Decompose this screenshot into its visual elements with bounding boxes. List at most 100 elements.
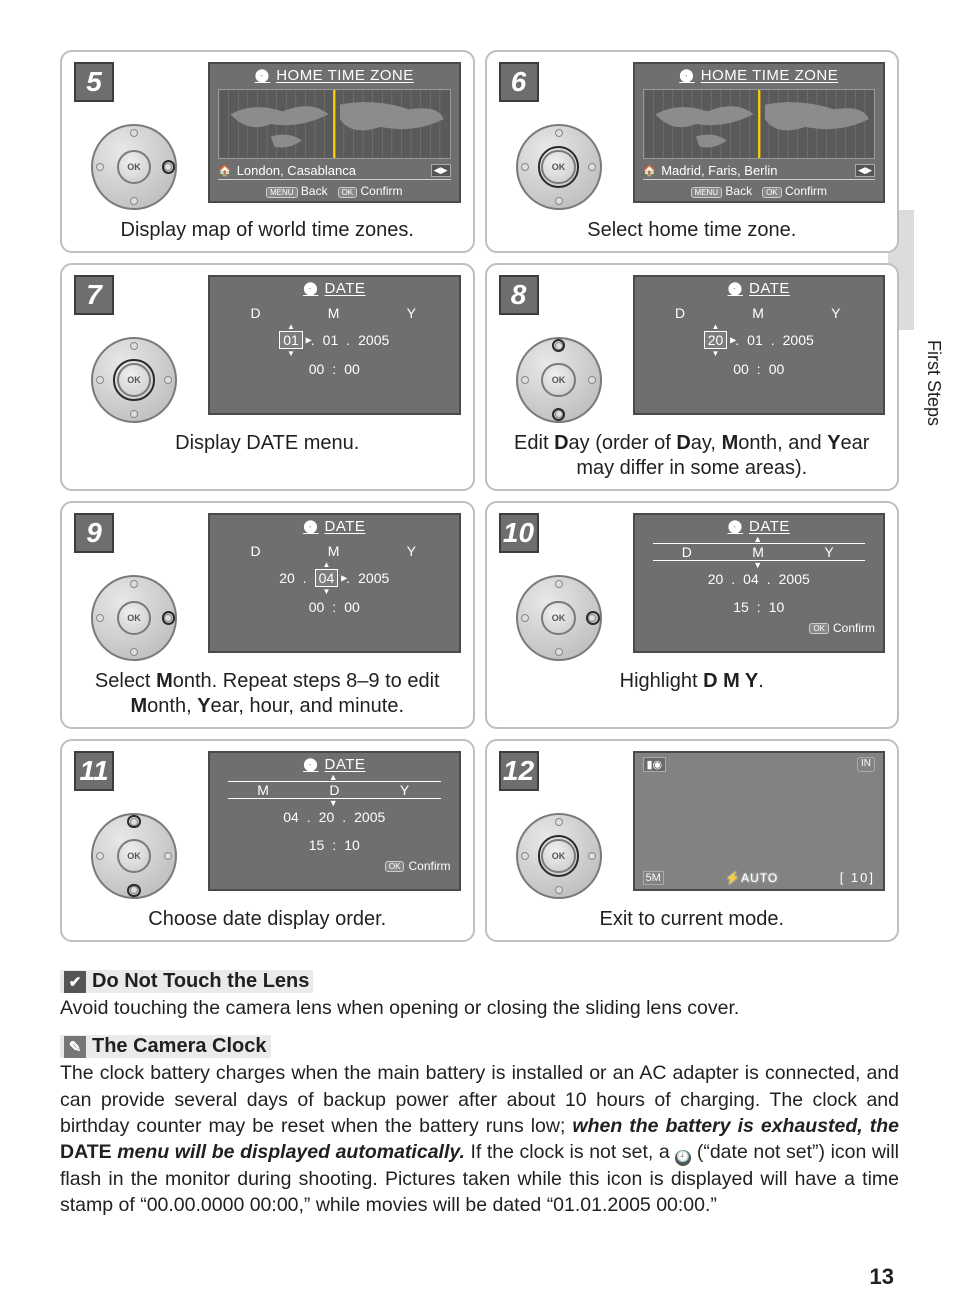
note-1-body: Avoid touching the camera lens when open…	[60, 995, 899, 1021]
step-6: 6 OK HOME TIME ZONE 🏠 Madrid, Faris, Ber…	[485, 50, 900, 253]
date-row: 04.20.2005	[218, 809, 451, 825]
time-row: 00:00	[218, 361, 451, 377]
clock-icon	[679, 67, 694, 84]
step-8: 8 OK DATE DMY ▲20▼▶.01.2005 00:00 Edit D…	[485, 263, 900, 491]
multi-selector-dial: OK	[516, 813, 602, 899]
step-number: 7	[74, 275, 114, 315]
confirm-row: OK Confirm	[210, 857, 459, 876]
lcd-screen: DATE DMY ▲20▼▶.01.2005 00:00	[633, 275, 886, 415]
step-number: 5	[74, 62, 114, 102]
dmy-header: DMY	[643, 305, 876, 321]
step-5: 5 OK HOME TIME ZONE 🏠 London, Casablanca…	[60, 50, 475, 253]
dmy-header: DMY	[218, 305, 451, 321]
city-row: 🏠 London, Casablanca ◀▶	[218, 163, 451, 180]
lcd-screen: HOME TIME ZONE 🏠 Madrid, Faris, Berlin ◀…	[633, 62, 886, 203]
back-label: MENU Back	[691, 184, 753, 198]
step-caption: Select home time zone.	[499, 218, 886, 243]
screen-title: DATE	[749, 518, 790, 535]
confirm-row: OK Confirm	[635, 619, 884, 638]
step-caption: Select Month. Repeat steps 8–9 to edit M…	[74, 669, 461, 719]
clock-icon	[303, 280, 318, 297]
screen-title: DATE	[325, 280, 366, 297]
note-2-title: The Camera Clock	[92, 1035, 267, 1058]
step-9: 9 OK DATE DMY 20.▲04▼▶.2005 00:00 Select…	[60, 501, 475, 729]
lcd-screen: ▮◉ IN 5M ⚡AUTO [ 10]	[633, 751, 886, 891]
step-number: 8	[499, 275, 539, 315]
date-row: ▲01▼▶.01.2005	[218, 331, 451, 349]
step-caption: Display DATE menu.	[74, 431, 461, 456]
pencil-icon: ✎	[64, 1036, 86, 1058]
multi-selector-dial: OK	[516, 124, 602, 210]
step-10: 10 OK DATE ▲ DMY ▼ 20.04.2005 15:10 OK C…	[485, 501, 900, 729]
step-caption: Edit Day (order of Day, Month, and Year …	[499, 431, 886, 481]
screen-title: DATE	[325, 756, 366, 773]
time-row: 00:00	[643, 361, 876, 377]
lcd-screen: DATE ▲ MDY ▼ 04.20.2005 15:10 OK Confirm	[208, 751, 461, 891]
time-row: 15:10	[643, 599, 876, 615]
side-section-label: First Steps	[923, 340, 944, 426]
multi-selector-dial: OK	[91, 337, 177, 423]
selected-field: ▲04▼▶	[315, 569, 339, 587]
step-caption: Highlight D M Y.	[499, 669, 886, 694]
step-number: 9	[74, 513, 114, 553]
city-name: London, Casablanca	[237, 163, 356, 178]
dmy-header: ▲ MDY ▼	[228, 781, 441, 799]
clock-icon	[303, 756, 318, 773]
step-number: 12	[499, 751, 539, 791]
page-number: 13	[870, 1264, 894, 1290]
multi-selector-dial: OK	[91, 124, 177, 210]
selected-field: ▲01▼▶	[279, 331, 303, 349]
step-7: 7 OK DATE DMY ▲01▼▶.01.2005 00:00 Displa…	[60, 263, 475, 491]
screen-title: DATE	[749, 280, 790, 297]
lcd-screen: DATE DMY ▲01▼▶.01.2005 00:00	[208, 275, 461, 415]
step-number: 6	[499, 62, 539, 102]
step-11: 11 OK DATE ▲ MDY ▼ 04.20.2005 15:10 OK C…	[60, 739, 475, 942]
flash-auto-indicator: ⚡AUTO	[725, 871, 778, 885]
step-caption: Exit to current mode.	[499, 907, 886, 932]
world-map	[218, 89, 451, 159]
step-number: 10	[499, 513, 539, 553]
screen-title: HOME TIME ZONE	[701, 67, 839, 84]
steps-grid: 5 OK HOME TIME ZONE 🏠 London, Casablanca…	[60, 50, 899, 942]
world-map	[643, 89, 876, 159]
internal-memory-icon: IN	[857, 757, 875, 772]
time-row: 00:00	[218, 599, 451, 615]
confirm-label: OK Confirm	[338, 184, 403, 198]
step-caption: Choose date display order.	[74, 907, 461, 932]
screen-title: HOME TIME ZONE	[276, 67, 414, 84]
resolution-indicator: 5M	[643, 871, 664, 885]
home-icon: 🏠	[643, 164, 657, 177]
date-not-set-icon: 🕘	[675, 1150, 691, 1166]
lcd-screen: DATE ▲ DMY ▼ 20.04.2005 15:10 OK Confirm	[633, 513, 886, 653]
nav-arrows-icon: ◀▶	[431, 164, 451, 177]
date-row: 20.04.2005	[643, 571, 876, 587]
clock-icon	[303, 518, 318, 535]
step-12: 12 OK ▮◉ IN 5M ⚡AUTO [ 10] Exit to curre…	[485, 739, 900, 942]
step-caption: Display map of world time zones.	[74, 218, 461, 243]
date-row: 20.▲04▼▶.2005	[218, 569, 451, 587]
clock-icon	[728, 280, 743, 297]
confirm-label: OK Confirm	[762, 184, 827, 198]
camera-icon: ▮◉	[643, 757, 667, 772]
lcd-screen: HOME TIME ZONE 🏠 London, Casablanca ◀▶ M…	[208, 62, 461, 203]
clock-icon	[728, 518, 743, 535]
multi-selector-dial: OK	[91, 813, 177, 899]
dmy-header: DMY	[218, 543, 451, 559]
multi-selector-dial: OK	[91, 575, 177, 661]
note-1-title: Do Not Touch the Lens	[92, 970, 309, 993]
clock-icon	[255, 67, 270, 84]
notes-section: ✔ Do Not Touch the Lens Avoid touching t…	[60, 970, 899, 1218]
selected-field: ▲20▼▶	[704, 331, 728, 349]
nav-arrows-icon: ◀▶	[855, 164, 875, 177]
home-icon: 🏠	[218, 164, 232, 177]
city-row: 🏠 Madrid, Faris, Berlin ◀▶	[643, 163, 876, 180]
screen-title: DATE	[325, 518, 366, 535]
note-2-body: The clock battery charges when the main …	[60, 1060, 899, 1218]
note-1: ✔ Do Not Touch the Lens Avoid touching t…	[60, 970, 899, 1021]
shots-remaining: [ 10]	[840, 870, 875, 885]
city-name: Madrid, Faris, Berlin	[661, 163, 777, 178]
dmy-header: ▲ DMY ▼	[653, 543, 866, 561]
date-row: ▲20▼▶.01.2005	[643, 331, 876, 349]
multi-selector-dial: OK	[516, 337, 602, 423]
lcd-screen: DATE DMY 20.▲04▼▶.2005 00:00	[208, 513, 461, 653]
